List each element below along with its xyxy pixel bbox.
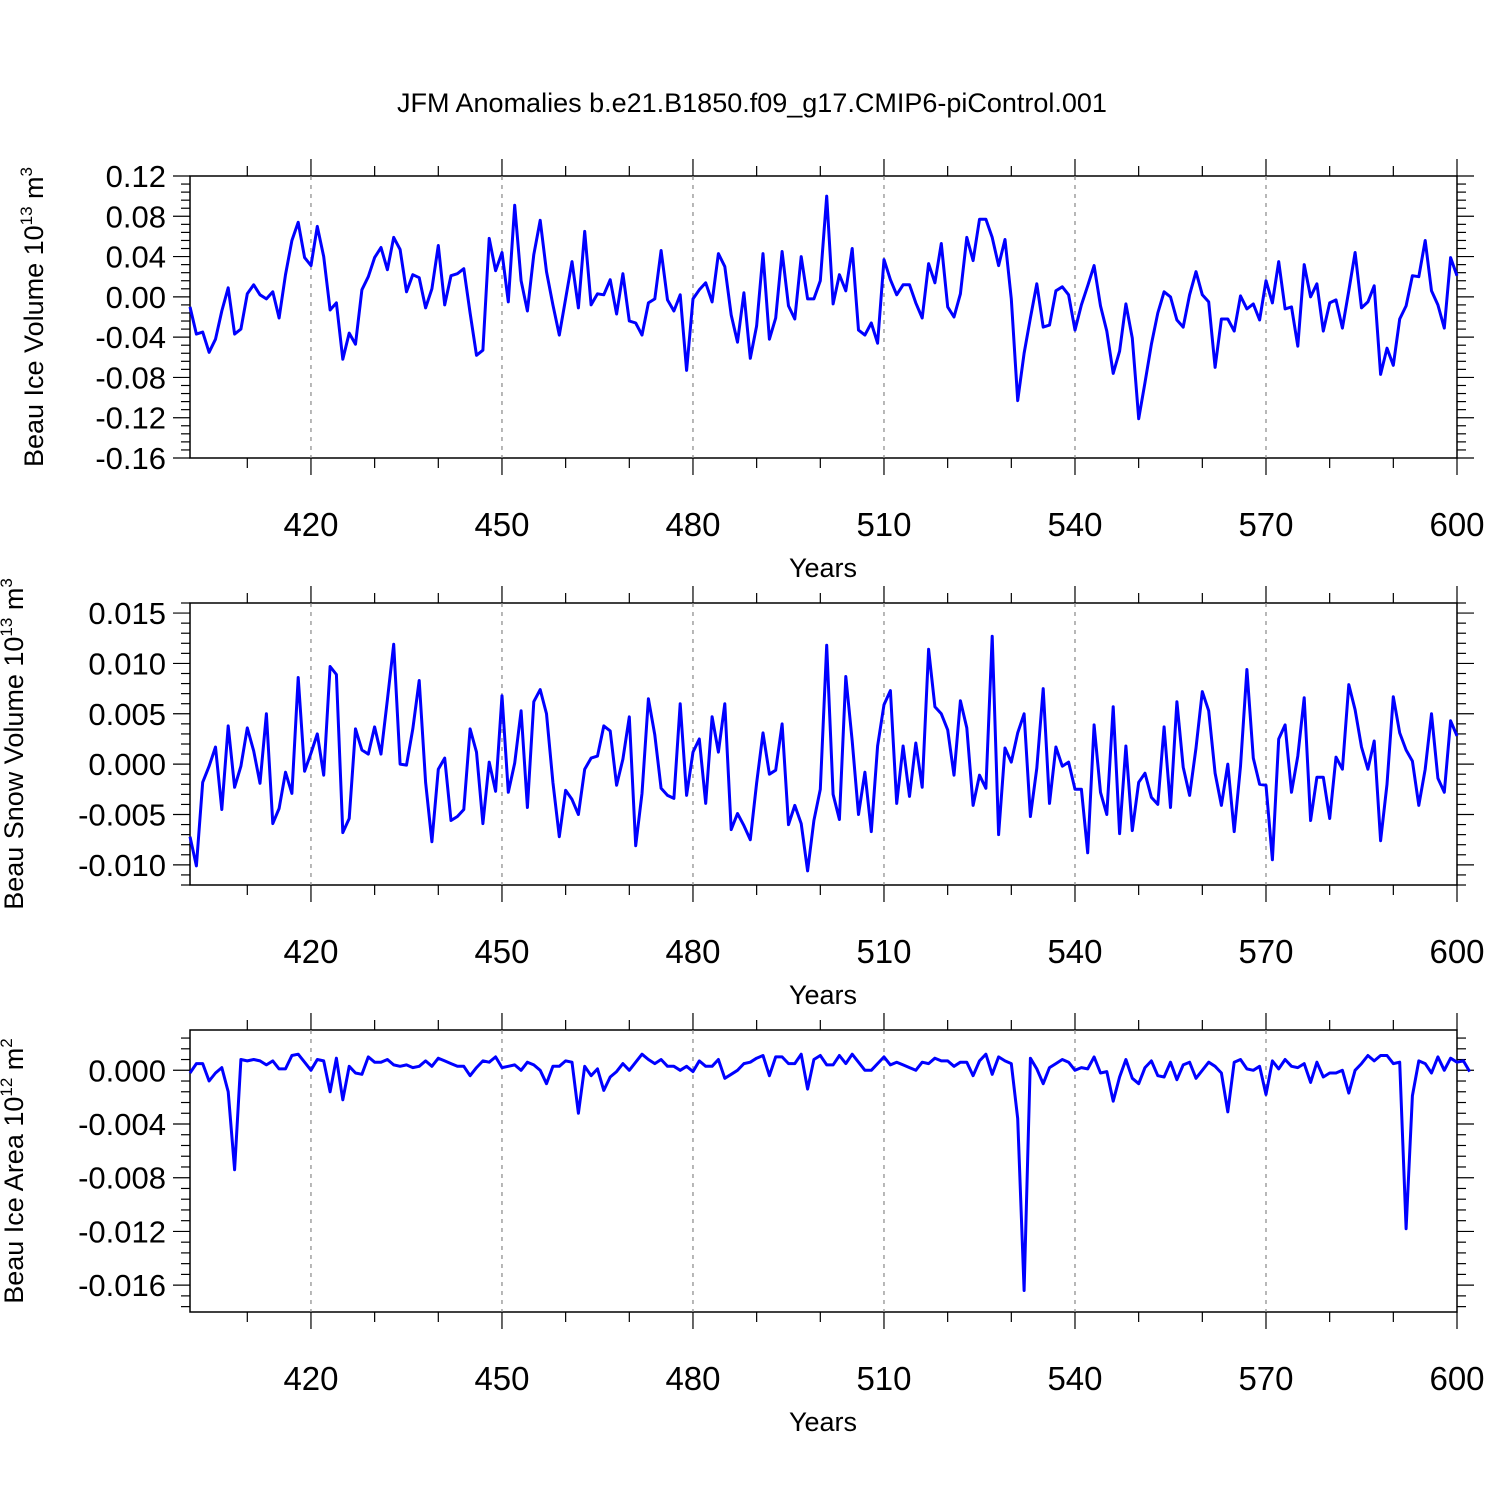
x-axis-label: Years — [789, 980, 857, 1010]
x-tick-label: 450 — [474, 933, 529, 970]
y-tick-labels: -0.010 -0.005 0.000 0.005 0.010 0.015 — [78, 596, 166, 883]
x-axis-label: Years — [789, 553, 857, 583]
axis-ticks — [173, 1013, 1474, 1329]
y-axis-label-exponent: 12 — [0, 1078, 16, 1097]
grid — [310, 176, 1267, 458]
y-tick-label: -0.04 — [95, 320, 166, 355]
axis-ticks — [173, 586, 1474, 902]
x-tick-label: 540 — [1047, 506, 1102, 543]
ice-volume-line — [188, 194, 1459, 421]
x-tick-label: 510 — [856, 933, 911, 970]
axis-ticks — [173, 159, 1474, 475]
x-tick-label: 600 — [1429, 933, 1484, 970]
ice-volume-panel: -0.16 -0.12 -0.08 -0.04 0.00 0.04 0.08 0.12 420… — [17, 159, 1485, 583]
y-tick-label: -0.12 — [95, 401, 166, 436]
y-axis-label-unit-exponent: 3 — [0, 578, 16, 587]
x-tick-label: 600 — [1429, 506, 1484, 543]
y-axis-label-base: Beau Ice Volume 10 — [19, 225, 49, 467]
x-tick-label: 420 — [283, 933, 338, 970]
y-tick-label: 0.00 — [106, 280, 166, 315]
x-tick-label: 570 — [1238, 1360, 1293, 1397]
y-axis-label: Beau Ice Area 1012 m2 — [0, 1038, 29, 1304]
x-tick-label: 540 — [1047, 933, 1102, 970]
plot-frame — [189, 175, 1458, 459]
y-tick-labels: -0.016 -0.012 -0.008 -0.004 0.000 — [78, 1053, 166, 1303]
x-tick-label: 480 — [665, 1360, 720, 1397]
y-axis-label: Beau Snow Volume 1013 m3 — [0, 578, 29, 910]
x-tick-label: 450 — [474, 1360, 529, 1397]
x-tick-label: 570 — [1238, 506, 1293, 543]
y-tick-label: 0.08 — [106, 199, 166, 234]
x-tick-label: 600 — [1429, 1360, 1484, 1397]
y-tick-label: -0.16 — [95, 441, 166, 476]
y-tick-label: -0.010 — [78, 848, 166, 883]
y-tick-label: 0.005 — [88, 697, 166, 732]
x-tick-label: 450 — [474, 506, 529, 543]
y-axis-label-base: Beau Snow Volume 10 — [0, 637, 29, 910]
x-tick-label: 510 — [856, 1360, 911, 1397]
y-tick-label: -0.008 — [78, 1161, 166, 1196]
y-tick-label: 0.000 — [88, 747, 166, 782]
x-tick-label: 540 — [1047, 1360, 1102, 1397]
ice-area-line — [188, 1052, 1471, 1292]
y-axis-label-unit: m — [19, 176, 49, 199]
y-axis-label-exponent: 13 — [0, 618, 16, 637]
x-axis-label: Years — [789, 1407, 857, 1437]
x-tick-label: 510 — [856, 506, 911, 543]
y-tick-label: 0.000 — [88, 1053, 166, 1088]
x-tick-labels: 420 450 480 510 540 570 600 — [283, 933, 1484, 970]
y-axis-label-unit-exponent: 2 — [0, 1038, 16, 1047]
y-axis-label-unit: m — [0, 1048, 29, 1071]
plot-frame — [189, 1029, 1458, 1313]
x-tick-labels: 420 450 480 510 540 570 600 — [283, 506, 1484, 543]
y-tick-labels: -0.16 -0.12 -0.08 -0.04 0.00 0.04 0.08 0.12 — [95, 159, 166, 476]
y-tick-label: 0.12 — [106, 159, 166, 194]
y-tick-label: -0.004 — [78, 1107, 166, 1142]
y-tick-label: -0.08 — [95, 360, 166, 395]
grid — [310, 603, 1267, 885]
y-axis-label: Beau Ice Volume 1013 m3 — [17, 167, 49, 467]
snow-volume-line — [188, 634, 1459, 873]
x-tick-label: 570 — [1238, 933, 1293, 970]
x-tick-label: 420 — [283, 506, 338, 543]
y-tick-label: 0.010 — [88, 646, 166, 681]
y-tick-label: -0.016 — [78, 1268, 166, 1303]
y-axis-label-exponent: 13 — [17, 206, 36, 225]
y-axis-label-unit-exponent: 3 — [17, 167, 36, 176]
ice-area-panel: -0.016 -0.012 -0.008 -0.004 0.000 420 450 480 5… — [0, 1013, 1485, 1437]
x-tick-label: 480 — [665, 933, 720, 970]
y-tick-label: -0.005 — [78, 798, 166, 833]
y-tick-label: -0.012 — [78, 1214, 166, 1249]
y-tick-label: 0.04 — [106, 240, 166, 275]
grid — [310, 1030, 1267, 1312]
y-axis-label-unit: m — [0, 588, 29, 611]
y-tick-label: 0.015 — [88, 596, 166, 631]
y-axis-label-base: Beau Ice Area 10 — [0, 1097, 29, 1304]
x-tick-labels: 420 450 480 510 540 570 600 — [283, 1360, 1484, 1397]
x-tick-label: 420 — [283, 1360, 338, 1397]
x-tick-label: 480 — [665, 506, 720, 543]
chart-title: JFM Anomalies b.e21.B1850.f09_g17.CMIP6-… — [397, 88, 1107, 118]
